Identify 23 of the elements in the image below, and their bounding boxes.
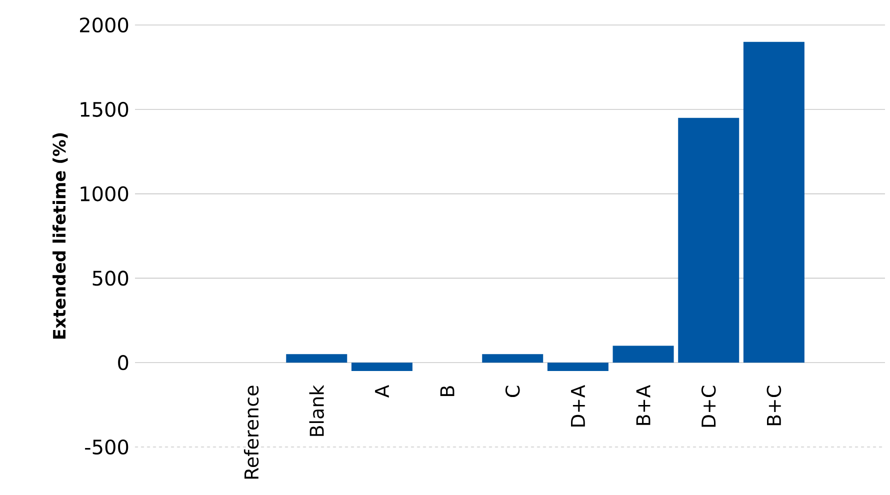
- bar: [286, 354, 348, 363]
- bar: [351, 362, 412, 372]
- y-tick-label: 1500: [80, 102, 128, 117]
- x-tick-label: D+C: [701, 386, 716, 427]
- x-tick-label: B: [440, 386, 454, 396]
- x-tick-label: Blank: [309, 384, 324, 436]
- bar: [743, 42, 804, 363]
- y-tick-label: 500: [92, 270, 128, 286]
- bar: [678, 118, 740, 363]
- x-tick-label: B+C: [766, 386, 782, 426]
- y-tick-label: 1000: [80, 186, 128, 202]
- bar: [547, 362, 608, 372]
- bar: [482, 354, 544, 363]
- y-tick-label: 0: [118, 355, 128, 370]
- y-tick-label: -500: [85, 439, 128, 455]
- x-tick-label: C: [505, 386, 520, 397]
- x-tick-label: D+A: [571, 384, 585, 426]
- x-tick-label: Reference: [244, 386, 259, 479]
- y-tick-label: 2000: [80, 17, 128, 33]
- x-tick-label: A: [375, 384, 389, 398]
- bar: [612, 346, 674, 363]
- y-axis-title: Extended lifetime (%): [52, 133, 68, 339]
- x-tick-label: B+A: [636, 384, 650, 425]
